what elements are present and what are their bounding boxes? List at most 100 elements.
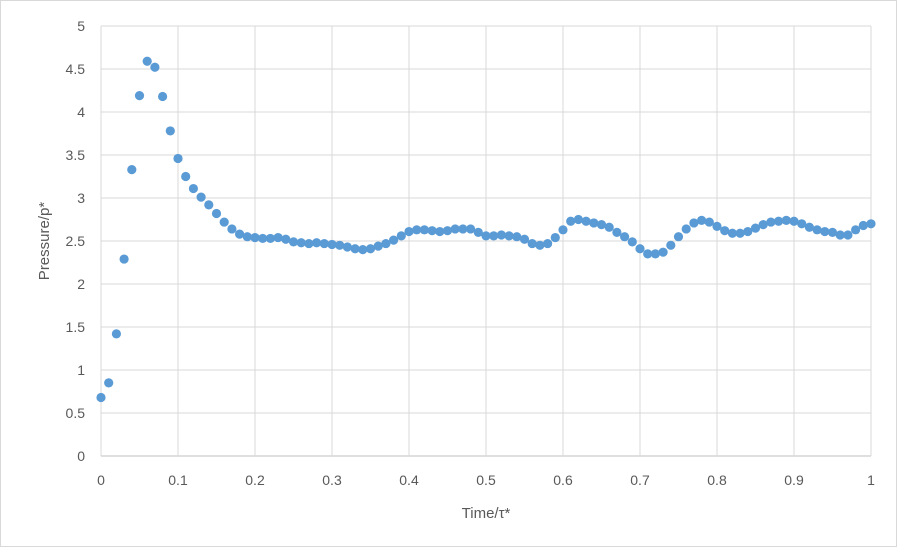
x-tick-label: 0.5 [476, 472, 496, 488]
data-point [496, 230, 506, 240]
data-point [165, 126, 175, 136]
data-point [766, 217, 776, 227]
x-axis-title: Time/τ* [462, 505, 511, 522]
data-point [581, 216, 591, 226]
x-tick-label: 0.6 [553, 472, 573, 488]
data-point [681, 224, 691, 234]
y-tick-label: 5 [77, 18, 85, 34]
data-point [111, 329, 121, 339]
x-tick-label: 1 [867, 472, 875, 488]
data-point [481, 231, 491, 241]
x-tick-label: 0.7 [630, 472, 650, 488]
data-point [858, 220, 868, 231]
data-point [173, 153, 183, 164]
data-point [843, 230, 853, 240]
data-point [242, 232, 252, 242]
y-tick-label: 3 [77, 190, 85, 206]
data-point [797, 219, 807, 229]
x-tick-label: 0.4 [399, 472, 419, 488]
x-tick-label: 0 [97, 472, 105, 488]
data-point [142, 56, 152, 66]
data-point [758, 220, 768, 230]
data-point [104, 378, 114, 388]
grid-lines [100, 25, 872, 457]
y-tick-label: 1.5 [66, 319, 86, 335]
data-point [127, 165, 137, 175]
data-point [596, 220, 607, 230]
x-tick-label: 0.9 [784, 472, 804, 488]
data-point [866, 219, 876, 229]
data-point [181, 171, 191, 182]
data-point [389, 235, 399, 245]
data-point [512, 232, 522, 242]
data-point [812, 225, 822, 235]
data-point [134, 91, 145, 101]
data-point [650, 249, 661, 259]
data-point [566, 216, 576, 226]
y-tick-label: 3.5 [66, 147, 86, 163]
data-points [96, 56, 876, 403]
data-point [435, 226, 445, 237]
data-point [789, 216, 799, 226]
data-point [666, 240, 676, 250]
data-point [620, 232, 630, 242]
data-point [704, 217, 714, 227]
data-point [196, 192, 206, 202]
data-point [273, 232, 283, 243]
y-tick-label: 4.5 [66, 61, 86, 77]
data-point [350, 244, 360, 254]
data-point [458, 224, 468, 234]
data-point [450, 224, 460, 234]
data-point [489, 231, 499, 241]
data-point [335, 240, 345, 250]
x-tick-label: 0.1 [168, 472, 188, 488]
data-point [258, 233, 268, 244]
data-point [119, 254, 129, 264]
data-point [727, 228, 738, 238]
data-point [604, 222, 614, 232]
data-point [427, 226, 437, 236]
data-point [412, 225, 422, 235]
data-point [358, 245, 368, 255]
data-point [381, 238, 391, 249]
data-point [643, 249, 653, 259]
data-point [219, 217, 229, 227]
data-point [473, 227, 483, 237]
data-point [743, 226, 753, 237]
y-tick-label: 2 [77, 276, 85, 292]
data-point [342, 242, 352, 252]
data-point [250, 232, 260, 243]
data-point [404, 226, 414, 237]
data-point [396, 231, 406, 241]
data-point [781, 215, 791, 225]
data-point [235, 229, 245, 239]
data-point [635, 244, 645, 254]
data-point [150, 62, 160, 72]
data-point [296, 238, 306, 248]
data-point [827, 227, 838, 237]
data-point [550, 232, 560, 243]
x-tick-label: 0.8 [707, 472, 727, 488]
data-point [304, 238, 314, 249]
y-tick-label: 4 [77, 104, 85, 120]
data-point [466, 224, 476, 234]
data-point [535, 240, 545, 250]
data-point [373, 241, 383, 251]
data-point [211, 208, 222, 219]
data-point [627, 237, 637, 247]
y-tick-label: 0 [77, 448, 85, 464]
data-point [720, 226, 730, 236]
data-point [158, 91, 168, 102]
data-point [851, 225, 861, 235]
x-tick-label: 0.3 [322, 472, 342, 488]
data-point [288, 237, 299, 247]
data-point [573, 214, 584, 225]
y-tick-label: 1 [77, 362, 85, 378]
data-point [697, 215, 707, 225]
data-point [612, 227, 622, 237]
tick-labels: 0 0.5 1 1.5 2 2.5 3 3.5 4 4.5 5 0 0.1 0.2 0.3 0.4 0.5 0.6… [66, 18, 876, 488]
data-point [281, 234, 291, 244]
data-point [735, 228, 745, 238]
